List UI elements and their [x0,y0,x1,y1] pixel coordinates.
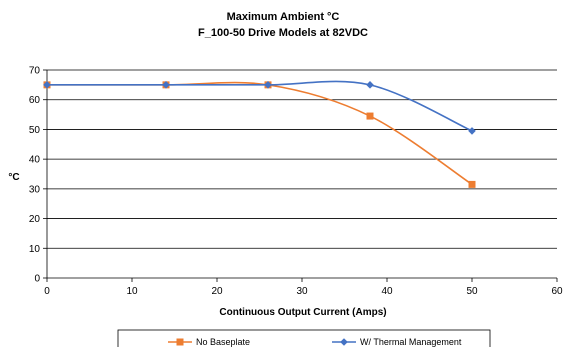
legend: No Baseplate W/ Thermal Management [117,329,491,347]
y-axis-title: °C [8,172,19,183]
y-tick-label: 70 [29,66,41,77]
x-axis-title: Continuous Output Current (Amps) [219,307,386,318]
x-tick-label: 40 [381,286,393,297]
axes [43,69,558,282]
y-tick-label: 10 [29,244,41,255]
series-line [46,81,473,186]
x-tick-label: 10 [126,286,138,297]
y-tick-label: 50 [29,125,41,136]
data-point-diamond [43,81,51,89]
y-tick-label: 40 [29,155,41,166]
legend-box [117,329,491,347]
x-tick-label: 20 [211,286,223,297]
legend-label: W/ Thermal Management [360,337,462,347]
series-line [46,80,473,132]
y-tick-label: 0 [34,274,40,285]
y-tick-labels: 0 10 20 30 40 50 60 70 [29,66,41,285]
series-no-baseplate [43,81,476,188]
y-tick-label: 30 [29,184,41,195]
data-point-square [468,180,476,188]
data-point-square [366,112,374,120]
x-tick-labels: 0 10 20 30 40 50 60 [44,286,563,297]
legend-marker [176,338,184,346]
y-tick-label: 60 [29,95,41,106]
y-tick-label: 20 [29,214,41,225]
x-tick-label: 30 [296,286,308,297]
chart-title-line-1: Maximum Ambient °C [227,11,340,23]
data-point-diamond [366,81,374,89]
gridlines [47,69,557,249]
x-tick-label: 0 [44,286,50,297]
data-point-diamond [264,81,272,89]
x-tick-label: 60 [551,286,563,297]
legend-marker [340,338,348,346]
data-point-diamond [162,81,170,89]
x-tick-label: 50 [466,286,478,297]
legend-label: No Baseplate [196,337,250,347]
chart-title-line-2: F_100-50 Drive Models at 82VDC [198,27,368,39]
series-thermal-management [43,80,476,135]
data-point-diamond [468,127,476,135]
series-layer [43,80,476,188]
